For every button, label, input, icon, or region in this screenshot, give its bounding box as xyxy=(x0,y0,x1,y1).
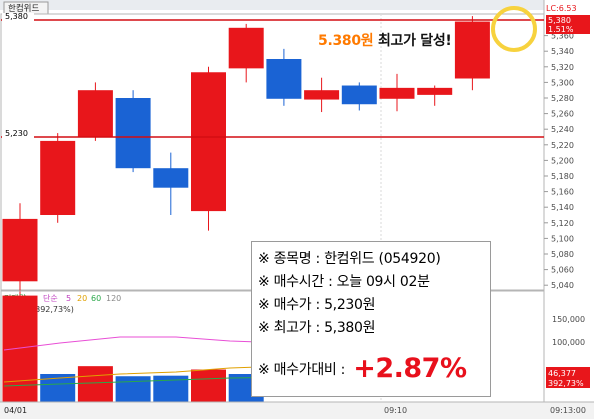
volume-value: 46,377(392,73%) xyxy=(4,305,74,314)
candle-body xyxy=(2,218,38,282)
headline: 5.380원 최고가 달성! xyxy=(318,30,452,50)
info-high-price: ※ 최고가 : 5,380원 xyxy=(258,320,376,336)
price-tick-label: 5,120 xyxy=(551,219,574,228)
ma-period-5: 5 xyxy=(66,294,71,303)
info-high-price-value: 5,380원 xyxy=(324,320,376,336)
info-buy-time-label: 매수시간 xyxy=(273,274,325,290)
price-tick-label: 5,100 xyxy=(551,234,574,243)
info-gain-label: 매수가대비 xyxy=(273,362,337,378)
level-lines: 5,380 5,230 xyxy=(1,12,544,138)
info-stock-name-label: 종목명 xyxy=(273,251,312,267)
volume-tick: 100,000 xyxy=(552,338,585,347)
price-tick-label: 5,060 xyxy=(551,266,574,275)
candle-body xyxy=(40,140,76,215)
price-tick-labels: 5,360 5,340 5,320 5,300 5,280 5,260 5,240 5,220… xyxy=(544,32,574,290)
level-label: 5,230 xyxy=(5,129,28,138)
level-label-bg xyxy=(2,13,34,21)
time-axis-tick: 09:13:00 xyxy=(550,406,586,415)
volume-tick: 150,000 xyxy=(552,315,585,324)
candle-body xyxy=(379,87,415,99)
current-price-badge: 5,380 1.51% xyxy=(546,15,590,34)
stock-tab-label: 한컴위드 xyxy=(8,3,39,14)
info-buy-time-value: 오늘 09시 02분 xyxy=(336,274,430,290)
price-tick-label: 5,240 xyxy=(551,125,574,134)
price-tick-label: 5,080 xyxy=(551,250,574,259)
headline-price: 5.380원 xyxy=(318,33,374,49)
price-axis xyxy=(544,0,594,290)
volume-bar xyxy=(2,295,38,402)
price-tick-label: 5,160 xyxy=(551,188,574,197)
info-stock-name-value: 한컴위드 (054920) xyxy=(324,251,441,267)
ma-label: 단순 xyxy=(43,293,58,303)
info-high-price-label: 최고가 xyxy=(273,320,312,336)
candle-body xyxy=(304,90,340,100)
candle-body xyxy=(153,168,189,188)
candle-body xyxy=(266,59,302,99)
volume-axis: 150,000 100,000 46,377 392,73% xyxy=(546,315,590,388)
time-axis-date: 04/01 xyxy=(4,406,27,415)
volume-bar xyxy=(115,376,151,402)
volume-ma60-line xyxy=(3,376,291,387)
trade-info-box: ※ 종목명 : 한컴위드 (054920) ※ 매수시간 : 오늘 09시 02… xyxy=(251,241,491,397)
candle-body xyxy=(417,87,453,95)
title-strip xyxy=(0,0,594,10)
price-tick-label: 5,140 xyxy=(551,203,574,212)
info-buy-price-label: 매수가 xyxy=(273,297,312,313)
current-price-value: 5,380 xyxy=(548,16,571,25)
ma-period-60: 60 xyxy=(91,294,101,303)
price-tick-label: 5,320 xyxy=(551,63,574,72)
price-tick-label: 5,260 xyxy=(551,110,574,119)
candle-body xyxy=(191,72,226,212)
volume-bars xyxy=(2,295,264,402)
info-buy-price: ※ 매수가 : 5,230원 xyxy=(258,297,376,313)
price-tick-label: 5,220 xyxy=(551,141,574,150)
level-label: 5,380 xyxy=(5,12,28,21)
info-gain: ※ 매수가대비 : +2.87% xyxy=(258,353,467,384)
volume-ma20-line xyxy=(3,365,291,383)
price-tick-label: 5,340 xyxy=(551,47,574,56)
volume-current-pct: 392,73% xyxy=(548,379,584,388)
price-tick-label: 5,360 xyxy=(551,32,574,41)
lc-label: LC:6.53 xyxy=(546,4,577,13)
price-tick-label: 5,040 xyxy=(551,281,574,290)
info-stock-name: ※ 종목명 : 한컴위드 (054920) xyxy=(258,251,441,267)
current-price-change: 1.51% xyxy=(548,25,574,34)
price-tick-label: 5,200 xyxy=(551,156,574,165)
volume-ma5-line xyxy=(3,336,291,351)
candle-body xyxy=(115,98,151,169)
price-tick-label: 5,180 xyxy=(551,172,574,181)
candles xyxy=(2,16,490,301)
info-buy-time: ※ 매수시간 : 오늘 09시 02분 xyxy=(258,274,430,290)
price-tick-label: 5,300 xyxy=(551,78,574,87)
volume-bar xyxy=(77,366,113,402)
volume-current-value: 46,377 xyxy=(548,369,576,378)
candle-body xyxy=(454,21,490,79)
level-label-bg xyxy=(2,130,34,138)
headline-text: 최고가 달성! xyxy=(373,33,452,49)
time-axis-tick: 09:10 xyxy=(384,406,407,415)
candle-body xyxy=(341,85,377,105)
ma-period-20: 20 xyxy=(77,294,87,303)
highlight-ring xyxy=(491,6,537,52)
info-gain-value: +2.87% xyxy=(353,353,467,384)
price-tick-label: 5,280 xyxy=(551,94,574,103)
volume-current-badge xyxy=(546,367,590,388)
info-buy-price-value: 5,230원 xyxy=(324,297,376,313)
ma-period-120: 120 xyxy=(106,294,121,303)
volume-bar xyxy=(191,369,226,402)
time-axis xyxy=(0,402,594,419)
candle-body xyxy=(228,27,264,69)
candle-body xyxy=(77,90,113,137)
